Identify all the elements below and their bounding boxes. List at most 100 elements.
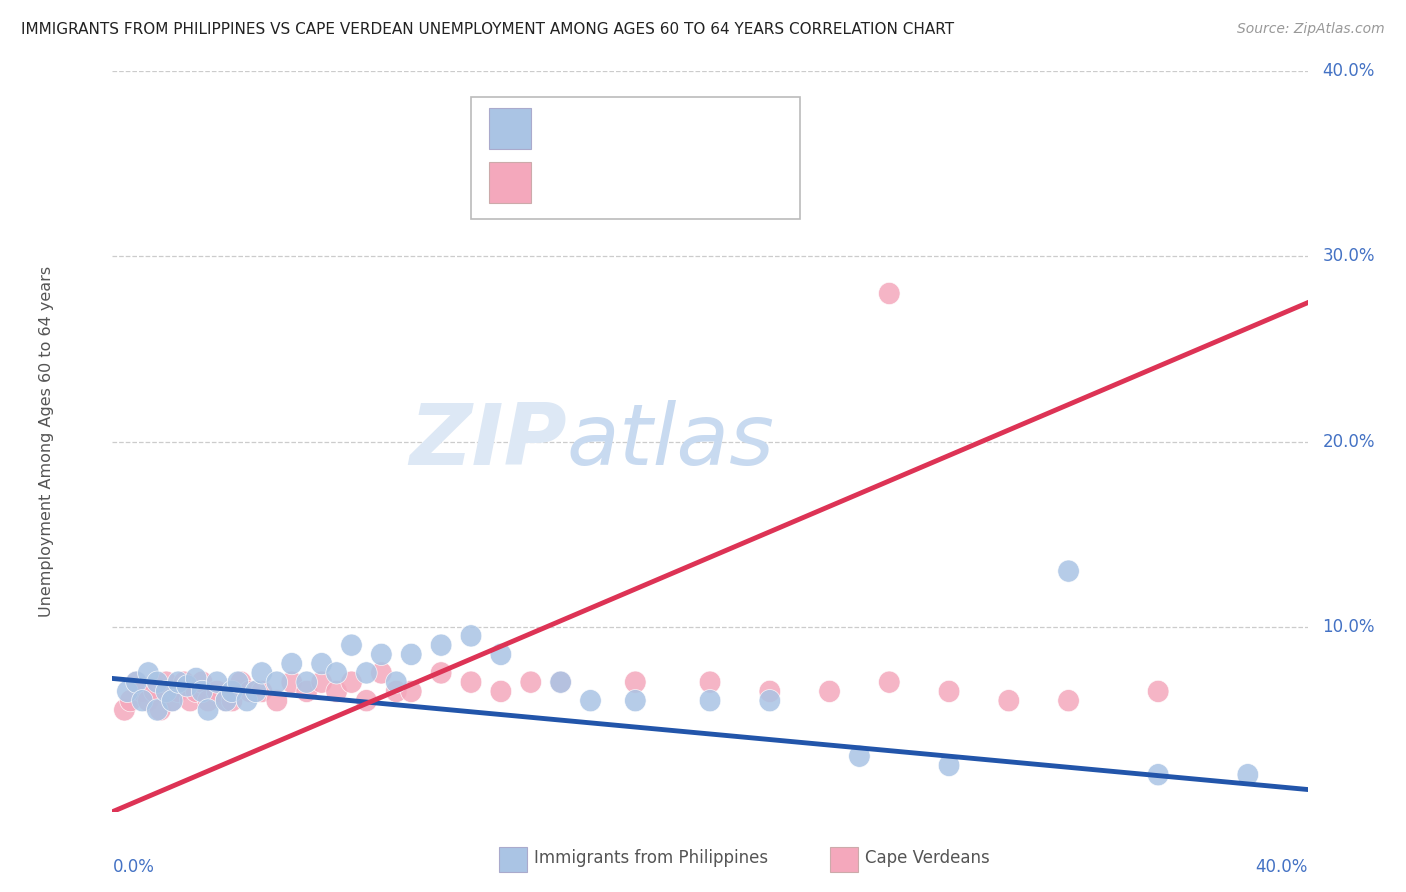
Ellipse shape	[239, 681, 260, 703]
Ellipse shape	[221, 681, 243, 703]
Text: atlas: atlas	[567, 400, 775, 483]
Text: 0.0%: 0.0%	[112, 858, 155, 876]
Ellipse shape	[491, 643, 512, 665]
Ellipse shape	[156, 671, 177, 693]
Ellipse shape	[699, 690, 721, 712]
Text: Source: ZipAtlas.com: Source: ZipAtlas.com	[1237, 22, 1385, 37]
Ellipse shape	[938, 681, 960, 703]
Ellipse shape	[295, 671, 318, 693]
Ellipse shape	[252, 681, 273, 703]
Ellipse shape	[207, 671, 228, 693]
Ellipse shape	[186, 681, 207, 703]
Ellipse shape	[849, 745, 870, 767]
Ellipse shape	[326, 681, 347, 703]
Ellipse shape	[146, 698, 169, 721]
Text: IMMIGRANTS FROM PHILIPPINES VS CAPE VERDEAN UNEMPLOYMENT AMONG AGES 60 TO 64 YEA: IMMIGRANTS FROM PHILIPPINES VS CAPE VERD…	[21, 22, 955, 37]
Ellipse shape	[231, 671, 252, 693]
Ellipse shape	[173, 671, 195, 693]
Ellipse shape	[356, 690, 377, 712]
Ellipse shape	[520, 671, 541, 693]
Ellipse shape	[186, 667, 207, 690]
Ellipse shape	[491, 681, 512, 703]
Ellipse shape	[162, 690, 183, 712]
Text: ZIP: ZIP	[409, 400, 567, 483]
Ellipse shape	[191, 681, 212, 703]
Ellipse shape	[266, 671, 288, 693]
Ellipse shape	[138, 662, 159, 684]
Ellipse shape	[162, 690, 183, 712]
Ellipse shape	[340, 671, 363, 693]
Ellipse shape	[180, 690, 201, 712]
Ellipse shape	[143, 681, 165, 703]
Ellipse shape	[401, 643, 422, 665]
Ellipse shape	[1147, 764, 1168, 786]
Ellipse shape	[356, 662, 377, 684]
Text: Unemployment Among Ages 60 to 64 years: Unemployment Among Ages 60 to 64 years	[39, 266, 55, 617]
Ellipse shape	[149, 698, 172, 721]
Text: 40.0%: 40.0%	[1256, 858, 1308, 876]
Ellipse shape	[624, 690, 647, 712]
Ellipse shape	[281, 671, 302, 693]
Ellipse shape	[252, 662, 273, 684]
Ellipse shape	[371, 643, 392, 665]
Ellipse shape	[879, 283, 900, 304]
Ellipse shape	[1237, 764, 1258, 786]
Ellipse shape	[281, 653, 302, 674]
Ellipse shape	[1057, 560, 1080, 582]
Text: 10.0%: 10.0%	[1323, 617, 1375, 636]
Ellipse shape	[1147, 681, 1168, 703]
Ellipse shape	[146, 671, 169, 693]
FancyBboxPatch shape	[489, 108, 531, 149]
Ellipse shape	[221, 690, 243, 712]
Ellipse shape	[371, 662, 392, 684]
Ellipse shape	[879, 671, 900, 693]
Ellipse shape	[550, 671, 571, 693]
Ellipse shape	[156, 681, 177, 703]
Ellipse shape	[818, 681, 841, 703]
Ellipse shape	[197, 690, 219, 712]
Ellipse shape	[197, 698, 219, 721]
Ellipse shape	[236, 690, 257, 712]
Text: R =  0.645  N = 46: R = 0.645 N = 46	[547, 173, 727, 192]
Ellipse shape	[215, 690, 236, 712]
Text: 30.0%: 30.0%	[1323, 247, 1375, 266]
Ellipse shape	[167, 671, 188, 693]
Ellipse shape	[460, 624, 482, 647]
FancyBboxPatch shape	[471, 97, 800, 219]
Ellipse shape	[311, 671, 332, 693]
Text: Immigrants from Philippines: Immigrants from Philippines	[534, 849, 769, 867]
Ellipse shape	[138, 690, 159, 712]
Text: R = -0.405  N = 43: R = -0.405 N = 43	[547, 120, 727, 137]
Ellipse shape	[245, 681, 267, 703]
Ellipse shape	[125, 671, 148, 693]
Ellipse shape	[550, 671, 571, 693]
Ellipse shape	[401, 681, 422, 703]
Ellipse shape	[117, 681, 138, 703]
Ellipse shape	[430, 634, 451, 657]
Ellipse shape	[311, 653, 332, 674]
Ellipse shape	[215, 690, 236, 712]
Ellipse shape	[460, 671, 482, 693]
Ellipse shape	[1057, 690, 1080, 712]
Ellipse shape	[176, 674, 198, 697]
Ellipse shape	[228, 671, 249, 693]
Ellipse shape	[998, 690, 1019, 712]
Ellipse shape	[132, 690, 153, 712]
Ellipse shape	[191, 671, 212, 693]
Ellipse shape	[938, 755, 960, 777]
Ellipse shape	[385, 671, 408, 693]
Ellipse shape	[167, 681, 188, 703]
Ellipse shape	[759, 690, 780, 712]
Ellipse shape	[266, 690, 288, 712]
Ellipse shape	[207, 681, 228, 703]
Ellipse shape	[295, 681, 318, 703]
Ellipse shape	[385, 681, 408, 703]
Ellipse shape	[624, 671, 647, 693]
Ellipse shape	[132, 681, 153, 703]
Text: Cape Verdeans: Cape Verdeans	[865, 849, 990, 867]
Ellipse shape	[699, 671, 721, 693]
Ellipse shape	[114, 698, 135, 721]
Ellipse shape	[759, 681, 780, 703]
Text: 40.0%: 40.0%	[1323, 62, 1375, 80]
Ellipse shape	[430, 662, 451, 684]
